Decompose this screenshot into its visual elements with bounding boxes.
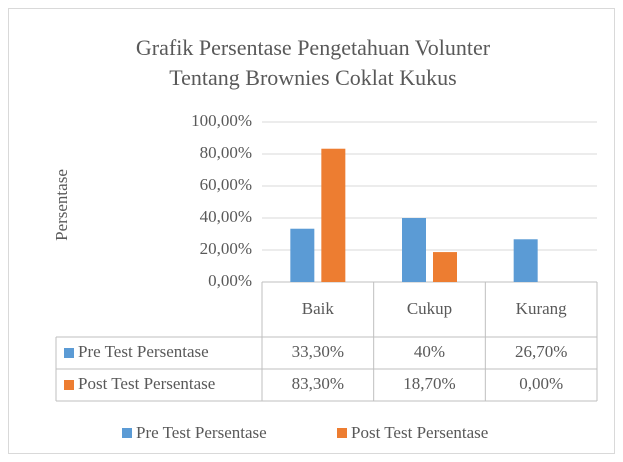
x-tick-label: Cukup (407, 299, 452, 318)
bar (290, 228, 315, 282)
table-value: 18,70% (403, 374, 455, 393)
bar (513, 239, 538, 282)
bar (433, 252, 457, 282)
table-legend-key (64, 348, 74, 358)
legend-key (122, 428, 132, 438)
y-tick-label: 20,00% (200, 239, 252, 258)
table-value: 83,30% (292, 374, 344, 393)
bar (321, 148, 346, 282)
table-value: 33,30% (292, 342, 344, 361)
legend-key (337, 428, 347, 438)
table-value: 0,00% (519, 374, 563, 393)
y-axis-title: Persentase (52, 169, 71, 241)
legend-label: Pre Test Persentase (136, 423, 267, 442)
table-legend-key (64, 380, 74, 390)
x-tick-label: Kurang (516, 299, 567, 318)
table-value: 26,70% (515, 342, 567, 361)
chart-title: Grafik Persentase Pengetahuan Volunter (136, 35, 491, 60)
table-series-name: Post Test Persentase (78, 374, 215, 393)
table-value: 40% (414, 342, 445, 361)
bar (402, 218, 426, 282)
x-tick-label: Baik (302, 299, 335, 318)
chart-subtitle: Tentang Brownies Coklat Kukus (169, 65, 456, 90)
y-tick-label: 80,00% (200, 143, 252, 162)
y-tick-label: 40,00% (200, 207, 252, 226)
y-tick-label: 60,00% (200, 175, 252, 194)
legend-label: Post Test Persentase (351, 423, 488, 442)
y-tick-label: 0,00% (208, 271, 252, 290)
table-series-name: Pre Test Persentase (78, 342, 209, 361)
y-tick-label: 100,00% (191, 111, 252, 130)
